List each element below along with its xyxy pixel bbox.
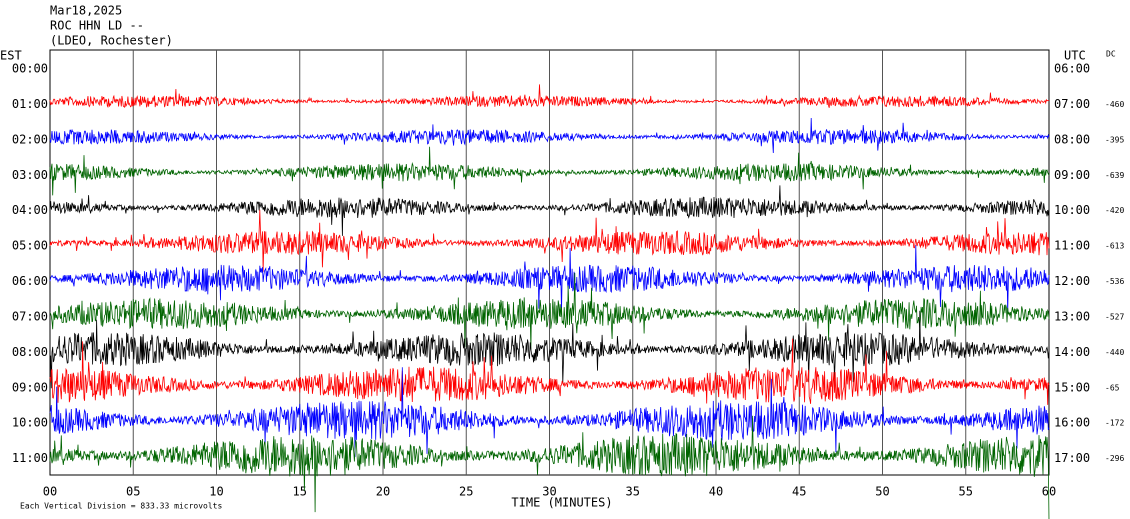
- x-tick-label: 45: [792, 485, 806, 499]
- dc-label: -460: [1105, 100, 1124, 109]
- utc-label: 07:00: [1054, 97, 1090, 111]
- dc-label: -613: [1105, 242, 1124, 251]
- right-title: UTC: [1064, 49, 1086, 63]
- est-label: 02:00: [12, 132, 48, 146]
- utc-label: 14:00: [1054, 345, 1090, 359]
- x-tick-label: 40: [709, 485, 723, 499]
- est-label: 10:00: [12, 416, 48, 430]
- est-label: 08:00: [12, 345, 48, 359]
- dc-label: -527: [1105, 312, 1124, 321]
- dc-label: -65: [1105, 383, 1120, 392]
- dc-label: -395: [1105, 135, 1124, 144]
- x-tick-label: 05: [126, 485, 140, 499]
- trace: [49, 338, 1050, 405]
- utc-label: 13:00: [1054, 309, 1090, 323]
- trace: [49, 84, 1050, 109]
- x-tick-label: 35: [626, 485, 640, 499]
- trace: [49, 209, 1050, 272]
- utc-label: 15:00: [1054, 380, 1090, 394]
- x-tick-label: 55: [959, 485, 973, 499]
- utc-label: 11:00: [1054, 239, 1090, 253]
- dc-label: -536: [1105, 277, 1124, 286]
- network: (LDEO, Rochester): [50, 34, 173, 48]
- station: ROC HHN LD --: [50, 19, 144, 33]
- dc-label: -420: [1105, 206, 1124, 215]
- trace: [49, 367, 1050, 458]
- trace: [49, 272, 1050, 351]
- x-tick-label: 25: [459, 485, 473, 499]
- utc-label: 16:00: [1054, 416, 1090, 430]
- est-label: 06:00: [12, 274, 48, 288]
- est-label: 09:00: [12, 380, 48, 394]
- utc-label: 06:00: [1054, 62, 1090, 76]
- utc-label: 08:00: [1054, 132, 1090, 146]
- x-tick-label: 00: [43, 485, 57, 499]
- x-tick-label: 10: [209, 485, 223, 499]
- est-label: 05:00: [12, 239, 48, 253]
- est-label: 11:00: [12, 451, 48, 465]
- left-title: EST: [0, 49, 22, 63]
- trace: [49, 245, 1050, 313]
- dc-title: DC: [1106, 50, 1116, 59]
- est-label: 03:00: [12, 168, 48, 182]
- est-label: 00:00: [12, 62, 48, 76]
- dc-label: -296: [1105, 454, 1124, 463]
- footnote: Each Vertical Division = 833.33 microvol…: [20, 502, 222, 511]
- trace: [49, 185, 1050, 236]
- utc-label: 09:00: [1054, 168, 1090, 182]
- est-label: 01:00: [12, 97, 48, 111]
- date: Mar18,2025: [50, 4, 122, 18]
- trace: [49, 415, 1050, 519]
- trace: [49, 117, 1050, 154]
- utc-label: 12:00: [1054, 274, 1090, 288]
- x-tick-label: 15: [293, 485, 307, 499]
- trace: [49, 310, 1050, 389]
- x-tick-label: 30: [542, 485, 556, 499]
- trace: [49, 146, 1050, 196]
- x-tick-label: 20: [376, 485, 390, 499]
- est-label: 07:00: [12, 309, 48, 323]
- x-title: TIME (MINUTES): [511, 496, 612, 510]
- utc-label: 10:00: [1054, 203, 1090, 217]
- x-tick-label: 50: [875, 485, 889, 499]
- dc-label: -172: [1105, 419, 1124, 428]
- est-label: 04:00: [12, 203, 48, 217]
- dc-label: -639: [1105, 171, 1124, 180]
- utc-label: 17:00: [1054, 451, 1090, 465]
- dc-label: -440: [1105, 348, 1124, 357]
